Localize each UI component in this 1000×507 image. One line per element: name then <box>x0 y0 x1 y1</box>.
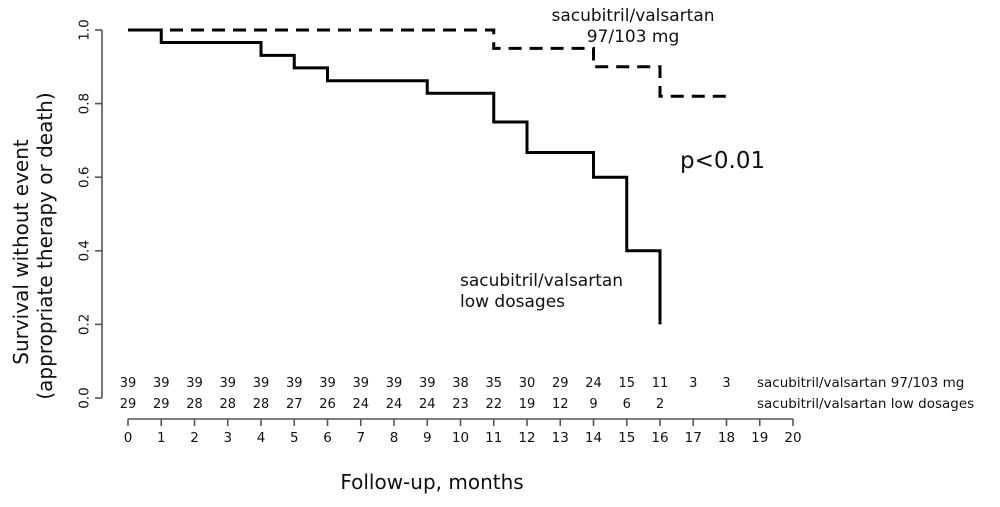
risk-count: 15 <box>618 376 635 391</box>
risk-count: 24 <box>352 397 369 412</box>
risk-count: 39 <box>419 376 436 391</box>
x-axis: 0 1 2 3 4 5 6 7 8 9 10 11 12 13 14 15 16 17 18 19 20 <box>124 418 802 446</box>
x-tick-label: 1 <box>157 430 166 446</box>
risk-count: 39 <box>386 376 403 391</box>
curve-label-97-103-line2: 97/103 mg <box>587 27 680 47</box>
y-tick-label: 0.8 <box>77 93 93 114</box>
risk-count: 2 <box>656 397 664 412</box>
risk-count: 29 <box>120 397 137 412</box>
y-tick-label: 0.4 <box>77 240 93 261</box>
y-axis-title: Survival without event (appropriate ther… <box>9 92 57 399</box>
risk-count: 39 <box>219 376 236 391</box>
risk-count: 39 <box>253 376 270 391</box>
survival-curve-97-103-mg <box>128 28 727 98</box>
risk-count: 35 <box>485 376 502 391</box>
risk-count: 11 <box>652 376 669 391</box>
x-tick-label: 4 <box>257 430 266 446</box>
risk-count: 12 <box>552 397 569 412</box>
x-tick-label: 6 <box>323 430 332 446</box>
risk-row-label: sacubitril/valsartan low dosages <box>757 396 974 412</box>
risk-count: 39 <box>120 376 137 391</box>
risk-count: 23 <box>452 397 469 412</box>
y-tick-label: 1.0 <box>77 19 93 40</box>
x-tick-label: 12 <box>518 430 535 446</box>
risk-count: 29 <box>153 397 170 412</box>
survival-curve-low-dosages <box>128 28 662 325</box>
risk-count: 28 <box>219 397 236 412</box>
risk-count: 24 <box>419 397 436 412</box>
risk-count: 28 <box>253 397 270 412</box>
risk-count: 39 <box>186 376 203 391</box>
y-tick-label: 0.2 <box>77 314 93 335</box>
risk-count: 3 <box>689 376 697 391</box>
x-tick-label: 10 <box>452 430 469 446</box>
risk-count: 38 <box>452 376 469 391</box>
risk-count: 27 <box>286 397 303 412</box>
y-tick-label: 0.6 <box>77 166 93 187</box>
x-tick-label: 11 <box>485 430 502 446</box>
risk-count: 39 <box>286 376 303 391</box>
risk-count: 24 <box>386 397 403 412</box>
risk-count: 3 <box>722 376 730 391</box>
x-tick-label: 2 <box>190 430 199 446</box>
risk-count: 9 <box>589 397 597 412</box>
x-tick-label: 16 <box>651 430 668 446</box>
x-tick-label: 18 <box>718 430 735 446</box>
risk-count: 24 <box>585 376 602 391</box>
risk-count: 19 <box>519 397 536 412</box>
y-axis-title-line2: (appropriate therapy or death) <box>33 92 57 399</box>
x-tick-label: 8 <box>390 430 399 446</box>
risk-count: 26 <box>319 397 336 412</box>
risk-count: 22 <box>485 397 502 412</box>
x-tick-label: 3 <box>223 430 232 446</box>
risk-count: 39 <box>352 376 369 391</box>
risk-count: 39 <box>153 376 170 391</box>
risk-count: 39 <box>319 376 336 391</box>
x-tick-label: 20 <box>784 430 801 446</box>
risk-count: 6 <box>623 397 631 412</box>
x-tick-label: 19 <box>751 430 768 446</box>
curve-label-low-dosages: sacubitril/valsartan low dosages <box>460 271 623 312</box>
x-tick-label: 14 <box>585 430 602 446</box>
x-tick-label: 13 <box>552 430 569 446</box>
number-at-risk-table: 39 39 39 39 39 39 39 39 39 39 38 35 30 29 24 15 11 3 3 sacu… <box>120 375 974 412</box>
y-axis: 0.0 0.2 0.4 0.6 0.8 1.0 <box>77 19 103 409</box>
y-tick-label: 0.0 <box>77 387 93 408</box>
x-tick-label: 15 <box>618 430 635 446</box>
curve-label-97-103: sacubitril/valsartan 97/103 mg <box>551 6 714 47</box>
survival-curves <box>128 28 727 325</box>
y-axis-title-line1: Survival without event <box>9 139 33 365</box>
p-value-annotation: p<0.01 <box>680 148 765 174</box>
risk-count: 29 <box>552 376 569 391</box>
curve-label-97-103-line1: sacubitril/valsartan <box>551 6 714 26</box>
risk-count: 30 <box>519 376 536 391</box>
x-axis-title: Follow-up, months <box>340 470 523 494</box>
x-tick-label: 9 <box>423 430 432 446</box>
curve-label-low-dosages-line2: low dosages <box>460 292 565 312</box>
risk-count: 28 <box>186 397 203 412</box>
x-tick-label: 17 <box>685 430 702 446</box>
x-tick-label: 0 <box>124 430 133 446</box>
risk-row-label: sacubitril/valsartan 97/103 mg <box>757 375 964 391</box>
x-tick-label: 5 <box>290 430 299 446</box>
curve-label-low-dosages-line1: sacubitril/valsartan <box>460 271 623 291</box>
x-tick-label: 7 <box>356 430 365 446</box>
